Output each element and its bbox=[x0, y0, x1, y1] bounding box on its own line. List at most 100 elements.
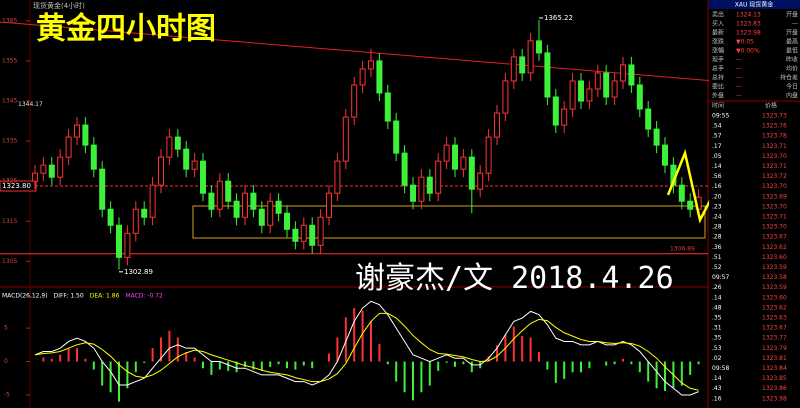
quote-value: — bbox=[736, 84, 742, 91]
candle-body bbox=[65, 136, 72, 158]
candle-body bbox=[334, 160, 341, 194]
trade-price: 1323.86 bbox=[762, 385, 787, 392]
trade-price: 1323.63 bbox=[762, 315, 787, 322]
candle-body bbox=[275, 200, 282, 214]
quote-label: — bbox=[792, 21, 798, 28]
candle-body bbox=[678, 184, 685, 202]
trade-price: 1323.70 bbox=[762, 224, 787, 231]
trade-time: .05 bbox=[712, 153, 722, 160]
candle-body bbox=[107, 208, 114, 226]
candle-body bbox=[368, 60, 374, 70]
candles: 1365.22 1302.89 1344.17 bbox=[18, 14, 702, 276]
trade-time: .51 bbox=[712, 254, 722, 261]
quote-value: — bbox=[736, 93, 742, 100]
trade-price: 1323.98 bbox=[762, 395, 787, 402]
trade-time: .48 bbox=[712, 304, 722, 311]
candle-body bbox=[191, 160, 198, 170]
quote-value: ▼0.00% bbox=[736, 48, 760, 55]
quote-value: — bbox=[736, 57, 742, 64]
quote-label: 今日 bbox=[786, 83, 798, 91]
candle-body bbox=[628, 64, 635, 86]
quote-label: 总手 bbox=[712, 65, 724, 73]
quote-label: 昨收 bbox=[786, 56, 798, 64]
quote-label: 卖出 bbox=[712, 11, 724, 19]
candle-body bbox=[32, 172, 38, 182]
trade-time: .53 bbox=[712, 345, 722, 352]
candle-body bbox=[586, 88, 593, 102]
quote-label: 内盘 bbox=[786, 92, 798, 100]
candle-body bbox=[494, 112, 500, 138]
trade-time: .17 bbox=[712, 143, 722, 150]
candle-body bbox=[158, 156, 164, 186]
candle-body bbox=[242, 192, 248, 218]
quote-label: 涨跌 bbox=[712, 38, 724, 46]
trade-price: 1323.79 bbox=[762, 345, 787, 352]
quote-value: 1323.83 bbox=[736, 21, 761, 28]
candle-body bbox=[82, 124, 89, 146]
candle-body bbox=[48, 164, 55, 178]
trade-time: .35 bbox=[712, 335, 722, 342]
trade-time: .14 bbox=[712, 163, 722, 170]
candle-body bbox=[578, 80, 584, 102]
candle-body bbox=[418, 176, 425, 202]
candle-body bbox=[435, 160, 442, 194]
candle-body bbox=[166, 136, 173, 158]
candle-body bbox=[317, 216, 324, 246]
panel-bg bbox=[709, 0, 800, 408]
trade-price: 1323.67 bbox=[762, 234, 787, 241]
source-label: 现货黄金(4小时) bbox=[33, 1, 85, 10]
trade-time: .28 bbox=[712, 224, 722, 231]
candle-body bbox=[645, 108, 652, 130]
candle-body bbox=[426, 176, 433, 194]
candle-body bbox=[225, 180, 232, 202]
trade-time: .52 bbox=[712, 264, 722, 271]
candle-body bbox=[258, 208, 265, 226]
quote-label: 最高 bbox=[786, 38, 798, 46]
quote-label: 涨幅 bbox=[712, 47, 724, 55]
candle-body bbox=[384, 92, 391, 122]
annotation-label: 1344.17 bbox=[18, 101, 43, 108]
trade-price: 1323.70 bbox=[762, 183, 787, 190]
trades-header: 价格 bbox=[765, 102, 777, 110]
trade-price: 1323.71 bbox=[762, 214, 787, 221]
quote-label: 总持 bbox=[712, 74, 724, 82]
candle-body bbox=[611, 80, 618, 98]
candle-body bbox=[519, 56, 526, 74]
candle-body bbox=[124, 232, 131, 258]
quote-label: 最新 bbox=[712, 29, 724, 37]
candle-body bbox=[132, 208, 139, 234]
trade-price: 1323.70 bbox=[762, 153, 787, 160]
trade-price: 1323.69 bbox=[762, 193, 787, 200]
macd-y-tick-label: 0 bbox=[4, 358, 8, 365]
candle-body bbox=[250, 192, 257, 210]
trade-price: 1323.76 bbox=[762, 123, 787, 130]
trade-price: 1323.59 bbox=[762, 284, 787, 291]
candle-body bbox=[233, 200, 240, 218]
y-tick-label: 1305 bbox=[2, 258, 17, 265]
candle-body bbox=[342, 116, 349, 162]
quote-value: 1323.98 bbox=[736, 30, 761, 37]
macd-dif-line bbox=[34, 300, 699, 396]
candle-body bbox=[309, 224, 316, 246]
trade-price: 1323.60 bbox=[762, 254, 787, 261]
trade-time: .57 bbox=[712, 133, 722, 140]
candle-body bbox=[485, 136, 492, 174]
trade-price: 1323.77 bbox=[762, 335, 787, 342]
trade-time: .16 bbox=[712, 395, 722, 402]
macd-legend: DIFF: 1.50 bbox=[54, 293, 84, 300]
macd-legend: MACD: -0.72 bbox=[125, 293, 163, 300]
candle-body bbox=[376, 60, 383, 94]
candle-body bbox=[292, 228, 299, 242]
level-tag bbox=[0, 180, 37, 192]
candle-body bbox=[502, 80, 509, 114]
trade-price: 1323.85 bbox=[762, 375, 787, 382]
trade-time: .54 bbox=[712, 123, 722, 130]
trade-time: .43 bbox=[712, 385, 722, 392]
quote-label: 外盘 bbox=[712, 92, 724, 100]
y-tick-label: 1315 bbox=[2, 218, 17, 225]
trade-price: 1323.73 bbox=[762, 113, 787, 120]
candle-body bbox=[561, 108, 568, 126]
trade-time: 09:55 bbox=[712, 113, 729, 120]
y-tick-label: 1335 bbox=[2, 138, 17, 145]
annotation-label: 1365.22 bbox=[544, 14, 573, 22]
